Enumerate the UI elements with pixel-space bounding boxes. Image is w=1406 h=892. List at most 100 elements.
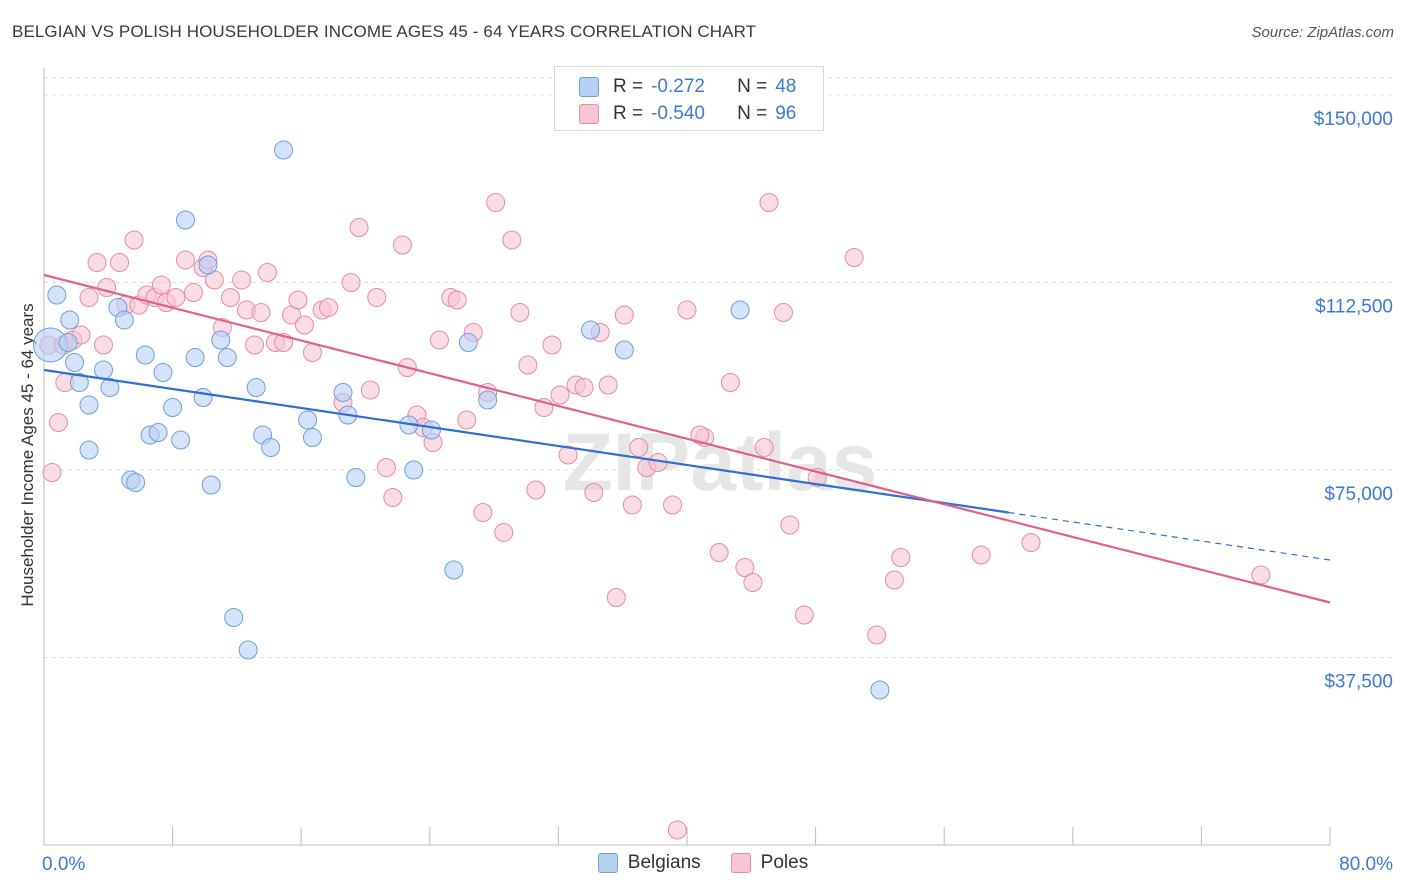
- pole-point: [288, 290, 308, 310]
- pole-point: [486, 193, 506, 212]
- pole-point: [175, 250, 195, 270]
- pole-point: [232, 270, 252, 290]
- pole-point: [550, 385, 570, 405]
- belgian-point: [238, 640, 258, 660]
- pole-point: [183, 283, 203, 302]
- pole-point: [251, 303, 271, 322]
- belgian-point: [126, 473, 146, 492]
- belgian-point: [185, 348, 205, 367]
- y-tick-label: $75,000: [1324, 484, 1393, 505]
- belgian-point: [274, 140, 294, 160]
- n-value: 96: [775, 103, 797, 124]
- pole-point: [447, 290, 467, 310]
- pole-point: [166, 288, 186, 307]
- belgian-point: [93, 360, 113, 380]
- n-label: N =: [737, 76, 768, 97]
- belgian-point: [261, 438, 281, 457]
- x-tick-label: 80.0%: [1339, 854, 1393, 875]
- pole-point: [87, 253, 107, 272]
- belgian-point: [171, 430, 191, 450]
- pole-point: [349, 218, 369, 237]
- legend-label-belgians: Belgians: [627, 852, 701, 873]
- pole-point: [773, 303, 793, 322]
- legend-item-poles[interactable]: Poles: [730, 852, 809, 874]
- pole-point: [574, 378, 594, 397]
- belgian-point: [60, 310, 80, 330]
- pole-point: [743, 573, 763, 592]
- pole-point: [526, 480, 546, 500]
- poles-trend-line: [43, 273, 1331, 604]
- belgian-point: [478, 390, 498, 410]
- belgian-point: [302, 428, 322, 447]
- pole-point: [294, 315, 314, 335]
- watermark: ZIPatlas: [563, 417, 877, 508]
- belgian-point: [47, 285, 67, 305]
- pole-point: [93, 335, 113, 355]
- n-value: 48: [775, 76, 797, 97]
- belgians-swatch: [579, 77, 599, 97]
- belgian-point: [58, 333, 78, 352]
- belgian-point: [201, 475, 221, 495]
- belgian-point: [581, 320, 601, 340]
- pole-point: [663, 495, 683, 515]
- stats-legend: R = -0.272 N = 48 R = -0.540 N = 96: [554, 66, 824, 131]
- pole-point: [971, 545, 991, 565]
- belgian-point: [153, 363, 173, 382]
- belgian-point: [458, 333, 478, 352]
- pole-point: [245, 335, 265, 355]
- belgian-point: [148, 423, 168, 442]
- stats-row-belgians: R = -0.272 N = 48: [555, 74, 796, 100]
- pole-point: [383, 488, 403, 507]
- belgian-point: [346, 468, 366, 487]
- legend-label-poles: Poles: [760, 852, 809, 873]
- pole-point: [780, 515, 800, 535]
- pole-point: [867, 625, 887, 645]
- poles-points: [39, 193, 1271, 840]
- pole-point: [42, 463, 62, 482]
- r-value: -0.272: [651, 76, 705, 97]
- pole-point: [392, 235, 412, 255]
- series-legend: Belgians Poles: [0, 852, 1406, 874]
- pole-point: [709, 543, 729, 562]
- pole-point: [720, 373, 740, 392]
- pole-point: [429, 330, 449, 350]
- pole-point: [622, 495, 642, 515]
- trend-lines: [43, 273, 1331, 604]
- belgian-point: [175, 210, 195, 230]
- pole-point: [473, 503, 493, 522]
- pole-point: [494, 523, 514, 542]
- belgian-point: [421, 420, 441, 440]
- pole-point: [79, 288, 99, 307]
- pole-point: [1021, 533, 1041, 552]
- pole-point: [457, 410, 477, 430]
- y-tick-label: $37,500: [1324, 672, 1393, 693]
- pole-point: [360, 380, 380, 400]
- belgian-point: [211, 330, 231, 350]
- pole-point: [677, 300, 697, 320]
- r-value: -0.540: [651, 103, 705, 124]
- belgian-point: [135, 345, 155, 365]
- axes: [43, 68, 1331, 846]
- belgian-point: [100, 378, 120, 397]
- pole-point: [735, 558, 755, 577]
- pole-point: [97, 278, 117, 297]
- n-label: N =: [737, 103, 768, 124]
- tick-labels: $37,500 $75,000 $112,500 $150,000 0.0% 80.0%: [42, 109, 1393, 875]
- pole-point: [518, 355, 538, 375]
- belgian-point: [246, 378, 266, 397]
- belgian-point: [298, 410, 318, 430]
- pole-point: [891, 548, 911, 567]
- pole-point: [598, 375, 618, 395]
- pole-point: [220, 288, 240, 307]
- pole-point: [690, 425, 710, 445]
- r-label: R =: [613, 103, 644, 124]
- legend-item-belgians[interactable]: Belgians: [597, 852, 701, 874]
- pole-point: [844, 248, 864, 267]
- x-tick-label: 0.0%: [42, 854, 85, 875]
- belgian-point: [444, 560, 464, 580]
- belgian-point: [217, 348, 237, 367]
- belgian-point: [193, 388, 213, 407]
- pole-point: [302, 343, 322, 362]
- pole-point: [558, 445, 578, 465]
